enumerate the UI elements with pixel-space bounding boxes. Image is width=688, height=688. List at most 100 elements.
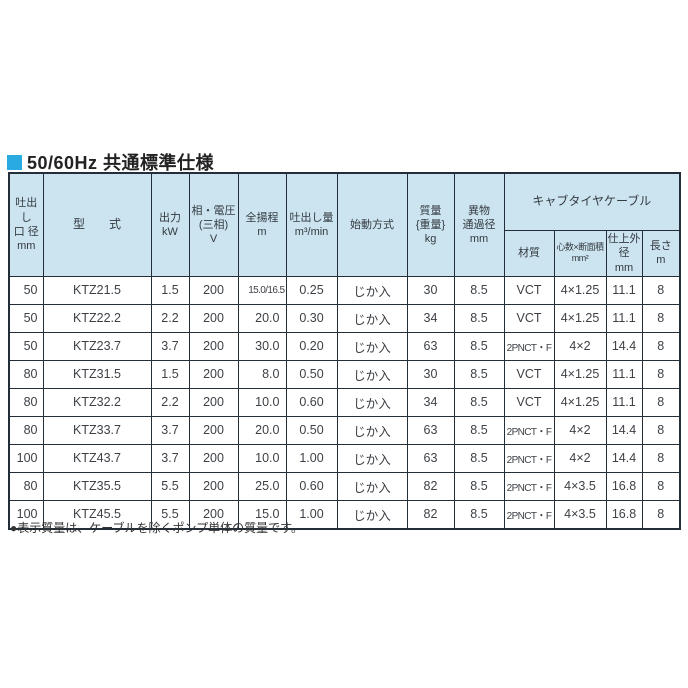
table-cell: 8	[641, 415, 681, 445]
footnote: ●表示質量は、ケーブルを除くポンプ単体の質量です。	[10, 521, 303, 535]
table-row: 80 KTZ35.5 5.5 200 25.0 0.60 じか入 82 8.5 2PNCT・F 4×…	[8, 471, 681, 501]
table-cell: 0.50	[285, 359, 338, 389]
table-cell: 2.2	[150, 387, 190, 417]
header-output: 出力 kW	[150, 172, 190, 277]
table-cell: 4×2	[553, 443, 607, 473]
table-cell: 3.7	[150, 443, 190, 473]
table-cell: じか入	[336, 443, 408, 473]
table-row: 50 KTZ21.5 1.5 200 15.0/16.5 0.25 じか入 30 8.5 VCT 4…	[8, 275, 681, 305]
table-cell: KTZ45.5	[42, 499, 152, 530]
header-bore: 吐出し 口 径 mm	[8, 172, 44, 277]
table-cell: 4×1.25	[553, 387, 607, 417]
table-cell: 82	[406, 499, 455, 530]
table-cell: 15.0/16.5	[237, 275, 287, 305]
table-cell: 1.00	[285, 443, 338, 473]
table-cell: 50	[8, 275, 44, 305]
table-cell: 30.0	[237, 331, 287, 361]
table-cell: 2PNCT・F	[503, 471, 555, 501]
table-cell: 63	[406, 443, 455, 473]
table-cell: 0.50	[285, 415, 338, 445]
table-cell: 4×2	[553, 331, 607, 361]
table-cell: 4×1.25	[553, 303, 607, 333]
table-cell: 8	[641, 303, 681, 333]
table-cell: 10.0	[237, 387, 287, 417]
table-cell: 50	[8, 331, 44, 361]
table-cell: 0.60	[285, 471, 338, 501]
table-cell: じか入	[336, 415, 408, 445]
table-cell: 5.5	[150, 471, 190, 501]
section-title-text: 50/60Hz 共通標準仕様	[27, 153, 215, 173]
table-cell: 80	[8, 471, 44, 501]
section-marker-icon	[7, 154, 22, 170]
header-cable-material: 材質	[503, 230, 555, 277]
table-cell: 82	[406, 471, 455, 501]
table-cell: 15.0	[237, 499, 287, 530]
table-cell: KTZ31.5	[42, 359, 152, 389]
table-cell: 0.25	[285, 275, 338, 305]
table-cell: 11.1	[605, 303, 643, 333]
table-cell: 2PNCT・F	[503, 499, 555, 530]
table-row: 80 KTZ33.7 3.7 200 20.0 0.50 じか入 63 8.5 2PNCT・F 4×…	[8, 415, 681, 445]
header-voltage: 相・電圧 (三相) V	[188, 172, 239, 277]
table-cell: 2.2	[150, 303, 190, 333]
table-cell: 4×2	[553, 415, 607, 445]
table-cell: 8	[641, 443, 681, 473]
table-cell: KTZ21.5	[42, 275, 152, 305]
table-row: 100 KTZ43.7 3.7 200 10.0 1.00 じか入 63 8.5 2PNCT・F 4…	[8, 443, 681, 473]
header-starting: 始動方式	[336, 172, 408, 277]
table-cell: 11.1	[605, 359, 643, 389]
table-cell: 8.5	[453, 471, 505, 501]
table-cell: 200	[188, 331, 239, 361]
header-cable-length: 長さ m	[641, 230, 681, 277]
table-cell: KTZ35.5	[42, 471, 152, 501]
header-passage: 異物 通過径 mm	[453, 172, 505, 277]
table-cell: 63	[406, 415, 455, 445]
spec-table-body: 50 KTZ21.5 1.5 200 15.0/16.5 0.25 じか入 30 8.5 VCT 4…	[8, 275, 681, 530]
table-cell: 100	[8, 443, 44, 473]
header-cable-cores: 心数×断面積 mm²	[553, 230, 607, 277]
table-cell: 8.5	[453, 415, 505, 445]
table-row: 100 KTZ45.5 5.5 200 15.0 1.00 じか入 82 8.5 2PNCT・F 4…	[8, 499, 681, 530]
spec-table-head: 吐出し 口 径 mm 型 式 出力 kW 相・電圧 (三相) V 全揚程 m 吐…	[8, 172, 681, 277]
table-cell: 80	[8, 387, 44, 417]
table-cell: 8.0	[237, 359, 287, 389]
table-cell: 63	[406, 331, 455, 361]
table-cell: 11.1	[605, 387, 643, 417]
table-cell: 16.8	[605, 499, 643, 530]
table-cell: 8.5	[453, 303, 505, 333]
header-model: 型 式	[42, 172, 152, 277]
table-cell: じか入	[336, 387, 408, 417]
table-cell: じか入	[336, 499, 408, 530]
table-cell: じか入	[336, 303, 408, 333]
table-cell: 8	[641, 359, 681, 389]
table-cell: 1.5	[150, 359, 190, 389]
table-cell: 8	[641, 331, 681, 361]
table-cell: 4×1.25	[553, 359, 607, 389]
table-cell: 0.30	[285, 303, 338, 333]
table-cell: VCT	[503, 303, 555, 333]
table-cell: 14.4	[605, 331, 643, 361]
table-cell: 8	[641, 275, 681, 305]
header-cable-od: 仕上外径 mm	[605, 230, 643, 277]
table-cell: 16.8	[605, 471, 643, 501]
table-cell: 50	[8, 303, 44, 333]
table-row: 50 KTZ23.7 3.7 200 30.0 0.20 じか入 63 8.5 2PNCT・F 4×…	[8, 331, 681, 361]
table-cell: じか入	[336, 275, 408, 305]
table-cell: 30	[406, 359, 455, 389]
table-cell: 200	[188, 303, 239, 333]
table-cell: 80	[8, 415, 44, 445]
table-cell: じか入	[336, 471, 408, 501]
table-cell: 25.0	[237, 471, 287, 501]
table-cell: KTZ43.7	[42, 443, 152, 473]
table-cell: 8.5	[453, 387, 505, 417]
header-mass: 質量 {重量} kg	[406, 172, 455, 277]
table-cell: 200	[188, 499, 239, 530]
table-cell: 20.0	[237, 415, 287, 445]
table-row: 80 KTZ32.2 2.2 200 10.0 0.60 じか入 34 8.5 VCT 4×1.25…	[8, 387, 681, 417]
table-cell: 4×1.25	[553, 275, 607, 305]
table-cell: 200	[188, 387, 239, 417]
table-cell: じか入	[336, 331, 408, 361]
table-cell: 34	[406, 303, 455, 333]
table-cell: 34	[406, 387, 455, 417]
table-cell: 8.5	[453, 443, 505, 473]
